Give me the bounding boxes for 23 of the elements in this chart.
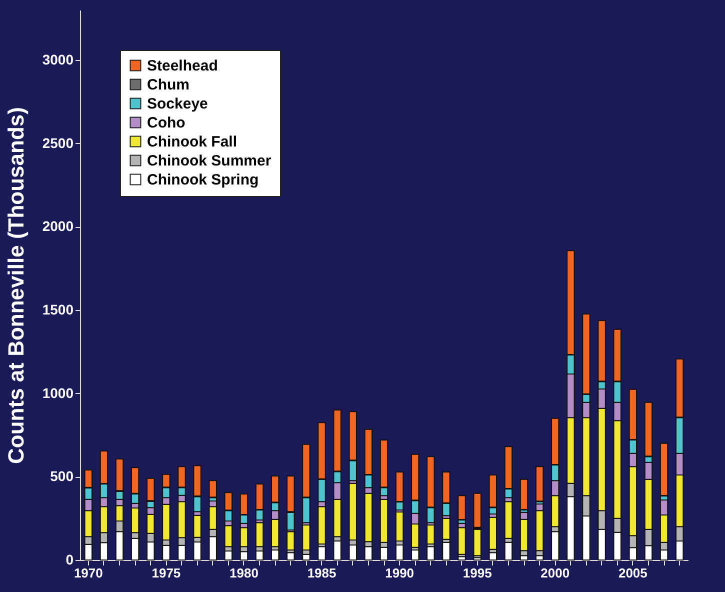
legend-label: Chinook Fall xyxy=(147,134,237,150)
y-tick-label: 500 xyxy=(50,468,74,484)
x-tick-label: 1985 xyxy=(307,566,336,580)
y-tick-label: 0 xyxy=(66,552,74,568)
x-tick-label: 2000 xyxy=(540,566,570,580)
x-tick-label: 1995 xyxy=(462,566,492,580)
y-tick-label: 2500 xyxy=(42,134,74,151)
y-axis-title: Counts at Bonneville (Thousands) xyxy=(3,107,28,464)
y-tick-label: 3000 xyxy=(42,52,74,68)
legend-label: Chum xyxy=(147,76,190,94)
x-tick-label: 1970 xyxy=(74,566,103,580)
x-tick-label: 1980 xyxy=(230,566,258,580)
x-tick-label: 1990 xyxy=(385,566,414,580)
legend-label: Chinook Spring xyxy=(147,172,259,188)
legend-label: Sockeye xyxy=(147,96,208,112)
y-tick-label: 2000 xyxy=(42,218,74,234)
legend-label: Steelhead xyxy=(147,58,218,74)
x-tick-label: 1975 xyxy=(152,566,181,580)
x-tick-label: 2005 xyxy=(618,566,648,580)
y-tick-label: 1500 xyxy=(42,302,74,318)
legend-label: Chinook Summer xyxy=(147,152,272,170)
legend-label: Coho xyxy=(147,114,186,132)
y-tick-label: 1000 xyxy=(42,384,74,401)
